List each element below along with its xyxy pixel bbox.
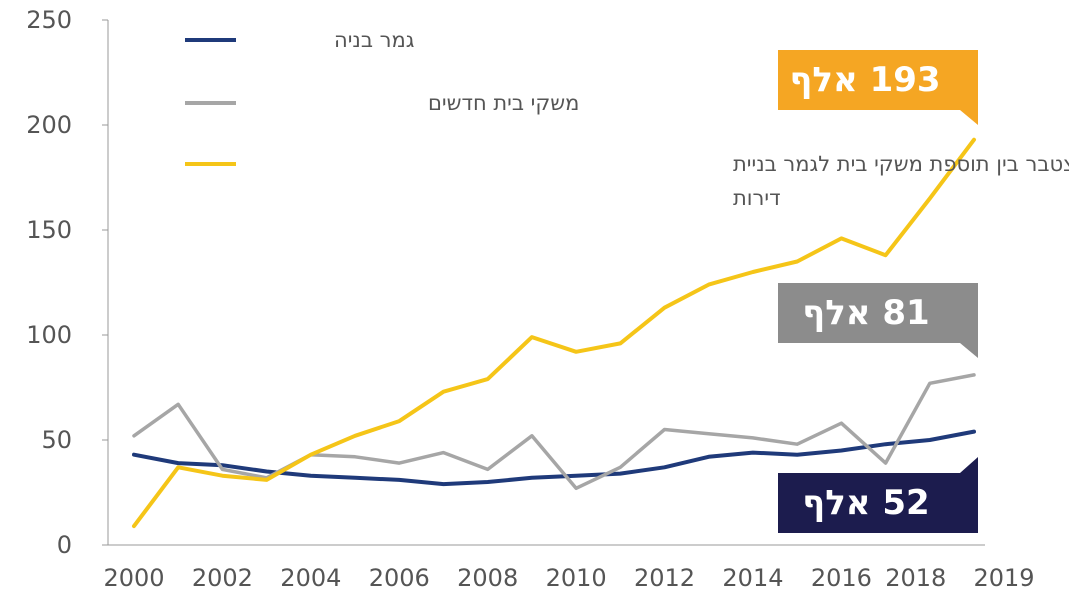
y-tick-label: 250	[26, 6, 72, 34]
x-tick-label: 2016	[811, 564, 872, 592]
x-tick-label: 2004	[280, 564, 341, 592]
callout-52: 52 אלף	[778, 457, 978, 533]
legend-label-gap: פער מצטבר בין תוספת משקי בית לגמר בניית	[733, 152, 1069, 176]
callout-193-box	[778, 50, 978, 125]
x-tick-label: 2008	[457, 564, 518, 592]
x-tick-label: 2006	[369, 564, 430, 592]
legend-label-households: משקי בית חדשים	[428, 91, 579, 115]
y-tick-label: 200	[26, 111, 72, 139]
callout-81-box	[778, 283, 978, 358]
x-tick-label: 2000	[103, 564, 164, 592]
callout-52-box	[778, 457, 978, 533]
x-axis-ticks: 2000 2002 2004 2006 2008 2010 2012 2014 2016 2018…	[103, 564, 1034, 592]
y-tick-label: 50	[41, 426, 72, 454]
x-tick-label: 2012	[634, 564, 695, 592]
x-tick-label: 2014	[722, 564, 783, 592]
y-axis-ticks: 0 50 100 150 200 250	[26, 6, 108, 559]
x-tick-label: 2002	[192, 564, 253, 592]
legend-label-gap-line2: דירות	[733, 186, 781, 210]
legend-label-construction: גמר בניה	[334, 28, 415, 52]
callout-81-label: 81 אלף	[802, 293, 929, 333]
callout-81: 81 אלף	[778, 283, 978, 358]
y-tick-label: 0	[57, 531, 72, 559]
y-tick-label: 100	[26, 321, 72, 349]
callout-193-label: 193 אלף	[789, 60, 940, 100]
callout-52-label: 52 אלף	[802, 483, 929, 523]
y-tick-label: 150	[26, 216, 72, 244]
x-tick-label: 2019	[973, 564, 1034, 592]
x-tick-label: 2010	[546, 564, 607, 592]
series-layer	[132, 137, 976, 529]
legend: גמר בניה משקי בית חדשים פער מצטבר בין תו…	[185, 28, 1069, 210]
callout-193: 193 אלף	[778, 50, 978, 125]
x-tick-label: 2018	[885, 564, 946, 592]
series-line-2	[132, 137, 976, 529]
